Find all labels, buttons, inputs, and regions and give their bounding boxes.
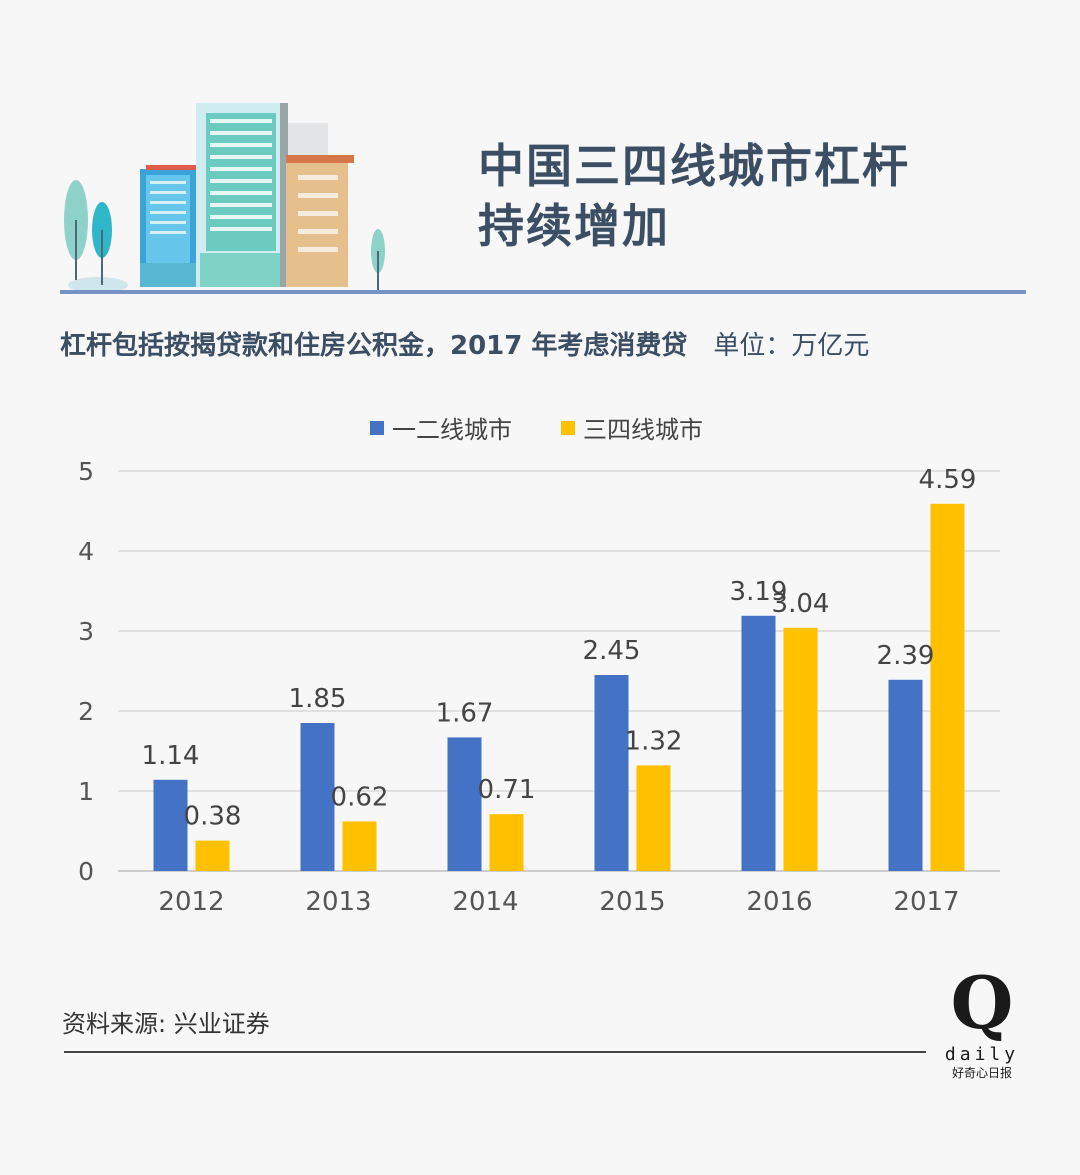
tree-icon xyxy=(371,229,385,293)
y-axis-ticks: 0 1 2 3 4 5 xyxy=(78,457,94,886)
bar-series1-2017 xyxy=(888,679,923,871)
footer-divider xyxy=(64,1051,926,1053)
logo-word: daily xyxy=(945,1044,1019,1065)
legend-swatch-series2 xyxy=(561,420,575,435)
chart-legend: 一二线城市 三四线城市 xyxy=(0,410,1080,444)
data-label: 0.38 xyxy=(184,802,242,832)
y-tick-label: 3 xyxy=(78,617,94,646)
grid-lines xyxy=(118,470,1000,872)
header-divider xyxy=(60,290,1026,294)
bar-series2-2012 xyxy=(195,840,230,871)
qdaily-logo: Q daily 好奇心日报 xyxy=(945,960,1019,1080)
tree-icon xyxy=(64,180,88,280)
x-tick-label: 2015 xyxy=(599,887,665,917)
data-labels: 1.14 0.38 1.85 0.62 1.67 0.71 2.45 1.32 3.193.04… xyxy=(142,465,977,832)
data-label: 2.45 xyxy=(583,636,641,666)
y-tick-label: 2 xyxy=(78,697,94,726)
bar-series2-2017 xyxy=(930,503,965,871)
data-label: 1.32 xyxy=(625,726,683,756)
page-title: 中国三四线城市杠杆 xyxy=(478,139,910,193)
legend-item-series2: 三四线城市 xyxy=(561,410,703,445)
bar-series1-2015 xyxy=(594,675,629,871)
legend-item-series1: 一二线城市 xyxy=(370,410,512,445)
bar-series1-2014 xyxy=(447,737,482,871)
legend-swatch-series1 xyxy=(370,420,384,435)
bar-chart: 0 1 2 3 4 5 1.14 0.38 1.85 0.62 1.67 0.71 2.45 1.32 3… xyxy=(78,457,1000,917)
y-tick-label: 5 xyxy=(78,457,94,486)
subtitle-note: 杠杆包括按揭贷款和住房公积金，2017 年考虑消费贷 xyxy=(60,331,688,361)
x-axis-ticks: 2012 2013 2014 2015 2016 2017 xyxy=(158,887,959,917)
bar-series2-2014 xyxy=(489,814,524,871)
bars xyxy=(153,503,965,871)
data-label: 1.14 xyxy=(142,741,200,771)
data-label: 3.19 xyxy=(730,577,788,607)
legend-label-series1: 一二线城市 xyxy=(392,416,512,444)
x-tick-label: 2012 xyxy=(158,887,224,917)
unit-label: 单位：万亿元 xyxy=(713,331,870,361)
bar-series1-2012 xyxy=(153,779,188,871)
y-tick-label: 1 xyxy=(78,777,94,806)
bar-series1-2016 xyxy=(741,615,776,871)
data-label: 1.67 xyxy=(436,698,494,728)
tree-icon xyxy=(92,202,112,285)
source-note: 资料来源: 兴业证券 xyxy=(62,1010,270,1038)
bar-series2-2013 xyxy=(342,821,377,871)
x-tick-label: 2017 xyxy=(893,887,959,917)
data-label: 4.59 xyxy=(919,465,977,495)
logo-mark: Q xyxy=(951,960,1014,1045)
data-label: 1.85 xyxy=(289,684,347,714)
city-buildings-illustration xyxy=(64,103,354,293)
data-label: 3.04 xyxy=(772,589,830,619)
bar-series2-2016 xyxy=(783,627,818,871)
bar-series1-2013 xyxy=(300,723,335,871)
x-tick-label: 2013 xyxy=(305,887,371,917)
chart-subtitle: 杠杆包括按揭贷款和住房公积金，2017 年考虑消费贷 单位：万亿元 xyxy=(60,328,869,364)
data-label: 0.62 xyxy=(331,782,389,812)
y-tick-label: 0 xyxy=(78,857,94,886)
legend-label-series2: 三四线城市 xyxy=(583,416,703,444)
x-tick-label: 2016 xyxy=(746,887,812,917)
y-tick-label: 4 xyxy=(78,537,94,566)
bar-series2-2015 xyxy=(636,765,671,871)
page-title-line2: 持续增加 xyxy=(478,199,670,253)
logo-tagline: 好奇心日报 xyxy=(952,1065,1012,1080)
data-label: 0.71 xyxy=(478,775,536,805)
data-label: 2.39 xyxy=(877,641,935,671)
x-tick-label: 2014 xyxy=(452,887,518,917)
